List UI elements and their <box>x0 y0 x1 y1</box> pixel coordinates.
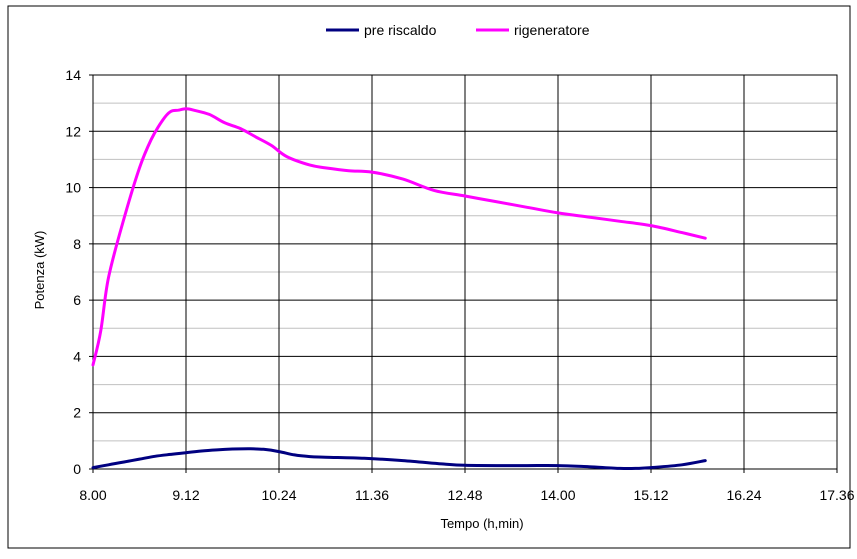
y-tick-label: 0 <box>73 461 81 477</box>
x-tick-label: 17.36 <box>819 487 854 503</box>
axes: 0 2 4 6 8 10 12 14 8.00 9.12 10.24 11.36 12.48 14.00 1… <box>65 67 854 503</box>
legend-label-1: rigeneratore <box>514 22 590 38</box>
x-tick-label: 14.00 <box>540 487 575 503</box>
x-tick-label: 10.24 <box>261 487 296 503</box>
series-line-1 <box>91 107 707 367</box>
legend-label-0: pre riscaldo <box>364 22 437 38</box>
x-tick-label: 15.12 <box>633 487 668 503</box>
y-tick-label: 10 <box>65 180 81 196</box>
y-tick-label: 12 <box>65 123 81 139</box>
series-line-0 <box>91 447 707 471</box>
x-tick-label: 16.24 <box>726 487 761 503</box>
x-tick-label: 9.12 <box>172 487 199 503</box>
chart-border <box>7 5 851 549</box>
plot-area-frame <box>92 74 838 470</box>
series-lines <box>91 107 707 471</box>
grid <box>92 74 838 470</box>
y-tick-label: 4 <box>73 348 81 364</box>
y-axis-title: Potenza (kW) <box>32 231 47 310</box>
x-tick-label: 8.00 <box>79 487 106 503</box>
y-tick-label: 2 <box>73 405 81 421</box>
x-tick-label: 11.36 <box>355 487 389 503</box>
legend: pre riscaldo rigeneratore <box>326 22 590 38</box>
y-tick-label: 8 <box>73 236 81 252</box>
y-tick-label: 6 <box>73 292 81 308</box>
y-tick-label: 14 <box>65 67 81 83</box>
x-axis-title: Tempo (h,min) <box>440 516 523 531</box>
x-tick-label: 12.48 <box>447 487 482 503</box>
